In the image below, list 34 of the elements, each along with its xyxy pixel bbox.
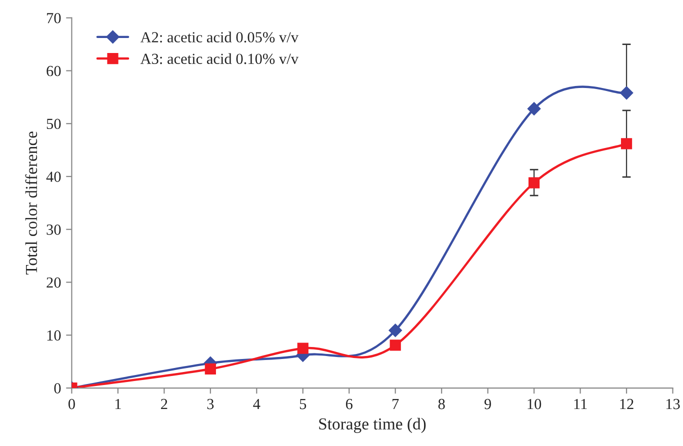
y-tick-label: 20	[46, 277, 61, 288]
point	[527, 102, 541, 116]
x-tick-label: 1	[115, 398, 121, 410]
x-tick-label: 8	[438, 398, 445, 410]
x-tick-label: 2	[161, 398, 168, 410]
point	[297, 342, 308, 354]
point	[390, 340, 401, 351]
y-tick-label: 50	[46, 118, 61, 130]
x-tick-label: 10	[528, 398, 542, 410]
x-tick-label: 3	[207, 398, 214, 410]
y-tick-label: 10	[47, 330, 61, 341]
y-tick-label: 60	[46, 66, 61, 76]
point	[620, 138, 632, 150]
legend-label: A3: acetic acid 0.10% v/v	[140, 53, 298, 64]
x-tick-label: 4	[253, 398, 260, 410]
point	[388, 324, 402, 337]
point	[204, 363, 216, 375]
x-tick-label: 11	[574, 398, 587, 410]
x-tick-label: 0	[68, 398, 75, 410]
point	[528, 177, 540, 188]
x-tick-label: 6	[346, 398, 352, 410]
x-tick-label: 12	[620, 398, 634, 410]
x-tick-label: 7	[392, 399, 399, 410]
y-tick-label: 30	[46, 224, 61, 235]
x-tick-label: 13	[666, 398, 680, 410]
x-tick-label: 5	[300, 399, 306, 410]
point	[620, 86, 634, 100]
legend-label: A2: acetic acid 0.05% v/v	[140, 32, 298, 42]
y-tick-label: 0	[54, 383, 61, 394]
y-tick-label: 70	[47, 12, 61, 24]
y-axis-title: Total color difference	[25, 132, 38, 275]
x-tick-label: 9	[484, 398, 492, 410]
x-axis-title: Storage time (d)	[319, 418, 426, 434]
y-tick-label: 40	[46, 172, 61, 182]
